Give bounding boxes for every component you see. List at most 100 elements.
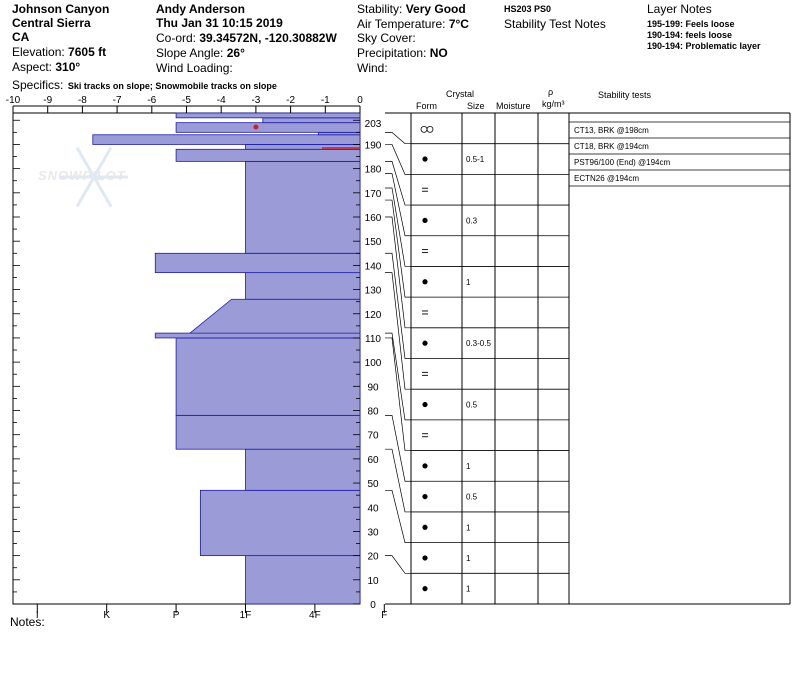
- hardness-layer-bar: [175, 414, 361, 450]
- layer-connector: [385, 414, 411, 482]
- temperature-tick-label: -10: [6, 95, 21, 106]
- stability-value: Very Good: [405, 2, 466, 16]
- specifics-row: Specifics: Ski tracks on slope; Snowmobi…: [12, 76, 277, 94]
- layer-connector: [385, 144, 411, 175]
- hardness-layer-bar: [154, 252, 361, 274]
- depth-tick-label: 50: [367, 479, 379, 490]
- layer-connector: [385, 448, 411, 513]
- depth-tick-label: 40: [367, 503, 379, 514]
- air-temp-value: 7°C: [448, 17, 469, 31]
- depth-tick-label: 10: [367, 576, 379, 587]
- layer-connector: [385, 337, 411, 451]
- depth-tick-label: 0: [370, 600, 376, 611]
- density-symbol: ρ: [548, 87, 554, 97]
- depth-tick-label: 140: [365, 261, 382, 272]
- round-grain-symbol: [422, 493, 428, 500]
- round-grain-symbol: [422, 279, 428, 285]
- depth-tick-label: 30: [367, 527, 379, 538]
- temperature-tick-label: -6: [147, 95, 156, 106]
- round-grain-symbol: [422, 340, 428, 346]
- depth-tick-label: 70: [367, 431, 379, 442]
- depth-tick-label: 130: [365, 286, 382, 297]
- precip-value: NO: [429, 46, 448, 60]
- slope-label: Slope Angle:: [156, 46, 224, 60]
- depth-tick-label: 190: [365, 140, 382, 151]
- layer-note: 195-199: Feels loose: [647, 19, 735, 29]
- layer-note: 190-194: Problematic layer: [647, 41, 761, 51]
- coord-label: Co-ord:: [156, 31, 197, 45]
- hardness-tick-label: P: [173, 610, 180, 621]
- depth-tick-label: 180: [365, 165, 382, 176]
- hardness-layer-bar: [245, 272, 361, 300]
- density-unit: kg/m³: [542, 99, 565, 109]
- round-grain-symbol: [422, 586, 428, 592]
- temperature-tick-label: -2: [286, 95, 295, 106]
- stability-test-entry: CT13, BRK @198cm: [574, 126, 649, 135]
- observation-datetime: Thu Jan 31 10:15 2019: [156, 16, 283, 30]
- layer-connector: [385, 332, 411, 421]
- snowflake-watermark-arm: [92, 176, 113, 208]
- hardness-tick-label: I: [36, 610, 39, 621]
- depth-tick-label: 100: [365, 358, 382, 369]
- location-range: Central Sierra: [12, 16, 91, 30]
- layer-connector: [385, 173, 411, 237]
- temperature-tick-label: -7: [113, 95, 122, 106]
- crystal-size-label: 0.3-0.5: [466, 339, 491, 348]
- hardness-tick-label: K: [103, 610, 110, 621]
- round-grain-symbol: [422, 401, 428, 408]
- location-state: CA: [12, 30, 30, 44]
- hardness-layer-bar: [245, 448, 361, 491]
- wind-label: Wind:: [357, 61, 388, 75]
- observer-name: Andy Anderson: [156, 2, 245, 16]
- layer-connector: [385, 252, 411, 359]
- air-temp-row: Air Temperature: 7°C: [357, 17, 469, 31]
- crystal-size-label: 0.5: [466, 493, 478, 502]
- stability-test-entry: PST96/100 (End) @194cm: [574, 158, 671, 167]
- hardness-layer-bar: [175, 112, 361, 119]
- wind-loading-label: Wind Loading:: [156, 61, 233, 75]
- stability-label: Stability:: [357, 2, 403, 16]
- graupel-symbol: [420, 125, 428, 133]
- layer-connector: [385, 132, 411, 145]
- hardness-layer-bar: [92, 134, 361, 145]
- temperature-tick-label: -1: [321, 95, 330, 106]
- hardness-tick-label: F: [381, 610, 387, 621]
- depth-tick-label: 203: [365, 119, 382, 130]
- slope-row: Slope Angle: 26°: [156, 46, 245, 60]
- layer-connector: [385, 161, 411, 206]
- hardness-layer-bar: [175, 122, 361, 133]
- temperature-tick-label: 0: [357, 95, 363, 106]
- temperature-tick-label: -9: [43, 95, 52, 106]
- size-header: Size: [467, 101, 485, 111]
- hardness-layer-bar: [245, 160, 361, 254]
- temperature-tick-label: -3: [251, 95, 260, 106]
- hardness-layer-bar: [175, 337, 361, 416]
- elevation-value: 7605 ft: [68, 45, 107, 59]
- depth-tick-label: 20: [367, 552, 379, 563]
- graupel-symbol: [426, 125, 434, 133]
- round-grain-symbol: [422, 463, 428, 469]
- hardness-layer-bar: [188, 298, 361, 334]
- crystal-size-label: 1: [466, 554, 471, 563]
- round-grain-symbol: [422, 217, 428, 224]
- depth-tick-label: 120: [365, 310, 382, 321]
- temperature-tick-label: -8: [78, 95, 87, 106]
- slope-value: 26°: [226, 46, 245, 60]
- coord-value: 39.34572N, -120.30882W: [199, 31, 337, 45]
- depth-tick-label: 80: [367, 407, 379, 418]
- crystal-size-label: 1: [466, 462, 471, 471]
- round-grain-symbol: [422, 156, 428, 162]
- round-grain-symbol: [422, 524, 428, 530]
- round-grain-symbol: [422, 555, 428, 561]
- crystal-size-label: 0.5-1: [466, 155, 485, 164]
- coordinates-row: Co-ord: 39.34572N, -120.30882W: [156, 31, 337, 45]
- layer-connector: [385, 199, 411, 298]
- snowflake-watermark-arm: [75, 146, 96, 178]
- layer-connector: [385, 489, 411, 543]
- hardness-layer-bar: [245, 555, 361, 605]
- crystal-size-label: 0.3: [466, 216, 478, 225]
- precip-label: Precipitation:: [357, 46, 427, 60]
- sky-cover-label: Sky Cover:: [357, 31, 416, 45]
